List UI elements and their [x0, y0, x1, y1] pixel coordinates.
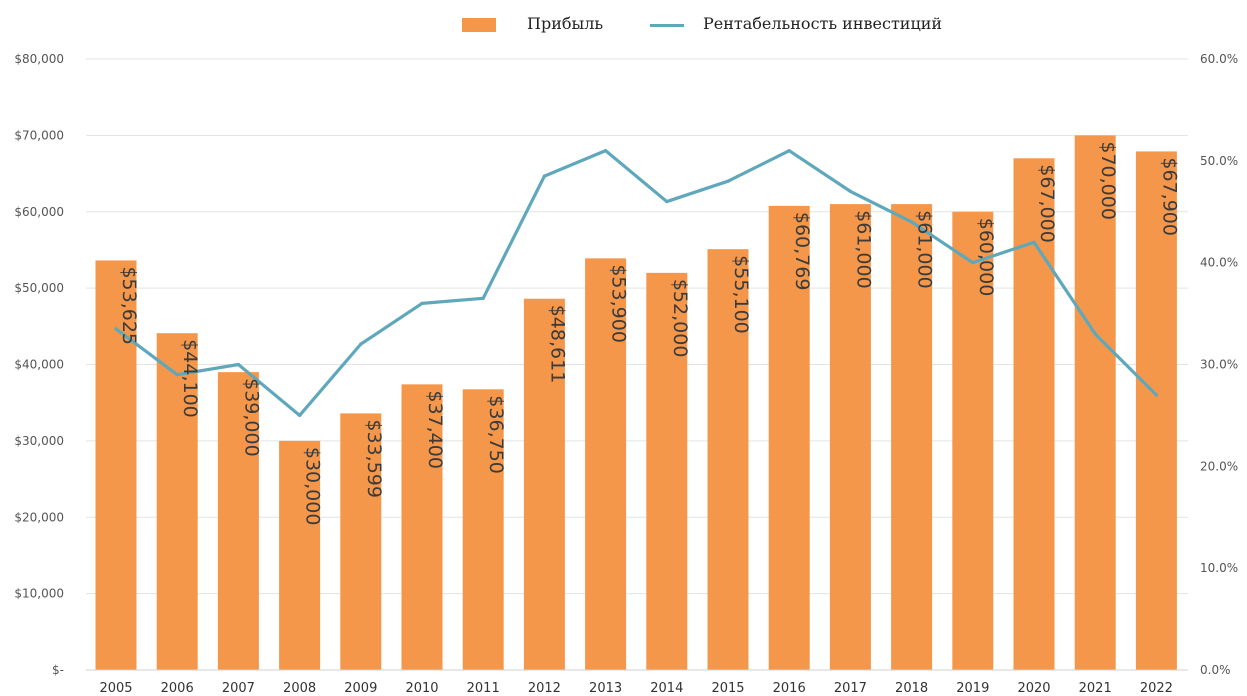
bar — [768, 205, 810, 670]
x-axis-tick-label: 2017 — [834, 681, 867, 696]
roi-point — [604, 149, 608, 153]
bar-data-label: $60,769 — [791, 212, 813, 291]
bar — [462, 389, 504, 670]
bar-data-label: $67,900 — [1158, 157, 1180, 236]
roi-point — [848, 189, 853, 193]
x-axis-tick-label: 2011 — [467, 681, 500, 696]
bar-data-label: $53,900 — [608, 264, 630, 343]
legend-bar-label: Прибыль — [527, 14, 604, 33]
roi-point — [910, 220, 914, 224]
right-axis-tick-label: 40.0% — [1200, 256, 1238, 270]
bar — [1074, 135, 1116, 670]
right-axis-tick-label: 50.0% — [1200, 154, 1238, 168]
roi-point — [359, 342, 363, 346]
left-axis-tick-label: $- — [52, 663, 64, 677]
bar — [1135, 151, 1177, 670]
roi-point — [726, 179, 730, 183]
roi-point — [971, 261, 975, 265]
left-axis-tick-label: $30,000 — [14, 434, 64, 448]
bar-data-label: $67,000 — [1036, 164, 1058, 243]
right-axis-tick-label: 10.0% — [1200, 561, 1238, 575]
roi-point — [114, 327, 118, 331]
bar-data-label: $70,000 — [1097, 141, 1119, 220]
legend-line-label: Рентабельность инвестиций — [703, 14, 943, 33]
x-axis-tick-label: 2007 — [222, 681, 255, 696]
x-axis-tick-label: 2014 — [650, 681, 683, 696]
bar — [217, 372, 259, 670]
line-series — [114, 149, 1159, 418]
bar-data-label: $55,100 — [730, 255, 752, 334]
bar-data-label: $61,000 — [852, 210, 874, 289]
x-axis-tick-label: 2013 — [589, 681, 622, 696]
bar-data-label: $44,100 — [179, 339, 201, 418]
right-axis-tick-label: 20.0% — [1200, 459, 1238, 473]
bar — [829, 204, 871, 671]
bar — [646, 272, 688, 670]
bar-data-label: $52,000 — [669, 279, 691, 358]
roi-point — [1093, 332, 1097, 336]
x-axis-tick-label: 2019 — [956, 681, 989, 696]
bar — [891, 204, 933, 671]
roi-line — [114, 149, 1159, 418]
bar-data-label: $39,000 — [240, 378, 262, 457]
left-axis-tick-label: $70,000 — [14, 128, 64, 142]
bar — [340, 413, 382, 670]
bar — [952, 211, 994, 670]
roi-point — [1032, 240, 1036, 244]
roi-point — [298, 413, 302, 418]
bar — [279, 440, 321, 670]
x-axis-tick-label: 2018 — [895, 681, 928, 696]
bar-data-label: $33,599 — [363, 419, 385, 498]
x-axis-tick-label: 2015 — [711, 681, 744, 696]
roi-point — [420, 301, 424, 305]
legend-line-swatch — [650, 24, 684, 27]
bar-data-label: $53,625 — [118, 266, 140, 345]
left-axis-tick-label: $60,000 — [14, 205, 64, 219]
bar — [585, 258, 627, 670]
x-axis-tick-label: 2010 — [405, 681, 438, 696]
legend-bar-swatch — [462, 18, 496, 32]
roi-point — [542, 174, 547, 178]
x-axis-tick-label: 2005 — [99, 681, 132, 696]
x-axis-tick-label: 2009 — [344, 681, 377, 696]
roi-point — [665, 199, 669, 204]
bar-data-label: $36,750 — [485, 395, 507, 474]
left-axis-tick-label: $50,000 — [14, 281, 64, 295]
right-axis-tick-label: 0.0% — [1200, 663, 1231, 677]
bar — [401, 384, 443, 670]
x-axis-tick-label: 2020 — [1017, 681, 1050, 696]
roi-point — [1154, 393, 1158, 397]
left-axis-tick-label: $40,000 — [14, 358, 64, 372]
roi-point — [787, 149, 791, 153]
legend: Прибыль Рентабельность инвестиций — [0, 8, 1247, 38]
x-axis-tick-label: 2012 — [528, 681, 561, 696]
x-axis-tick-label: 2008 — [283, 681, 316, 696]
left-axis-tick-label: $20,000 — [14, 510, 64, 524]
roi-point — [481, 296, 485, 300]
bar-data-label: $48,611 — [546, 305, 568, 384]
bar — [523, 298, 565, 670]
x-axis-tick-label: 2021 — [1079, 681, 1112, 696]
data-labels: $53,625 $44,100 $39,000 $30,000 $33,599 $37,4… — [118, 141, 1180, 525]
right-axis-tick-label: 30.0% — [1200, 358, 1238, 372]
right-axis-tick-label: 60.0% — [1200, 52, 1238, 66]
bars — [95, 135, 1177, 671]
axes: $- $10,000 $20,000 $30,000 $40,000 $50,000 $60… — [14, 52, 1238, 696]
roi-point — [175, 373, 179, 377]
bar-data-label: $37,400 — [424, 390, 446, 469]
x-axis-tick-label: 2022 — [1140, 681, 1173, 696]
roi-point — [236, 362, 240, 367]
bar-data-label: $60,000 — [975, 218, 997, 297]
x-axis-tick-label: 2016 — [773, 681, 806, 696]
bar — [707, 249, 749, 670]
left-axis-tick-label: $10,000 — [14, 587, 64, 601]
x-axis-tick-label: 2006 — [161, 681, 194, 696]
bar-data-label: $61,000 — [914, 210, 936, 289]
left-axis-tick-label: $80,000 — [14, 52, 64, 66]
bar-data-label: $30,000 — [302, 447, 324, 526]
bar — [156, 333, 198, 670]
